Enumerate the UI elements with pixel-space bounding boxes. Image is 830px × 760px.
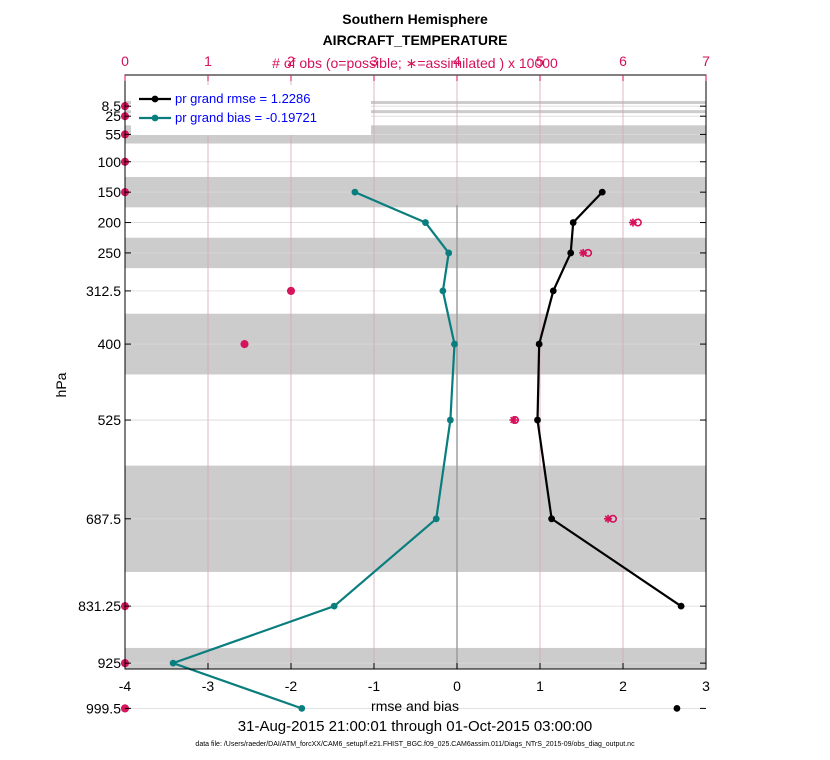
y-tick-label: 100 [98, 154, 122, 170]
series-point-rmse [677, 602, 685, 610]
date-range-text: 31-Aug-2015 21:00:01 through 01-Oct-2015… [238, 718, 592, 735]
obs-assimilated-marker [240, 340, 249, 349]
legend: pr grand rmse = 1.2286 pr grand bias = -0… [131, 85, 371, 135]
shaded-bands [125, 101, 706, 669]
obs-assimilated-marker [604, 514, 613, 523]
top-tick-label: 4 [453, 53, 461, 69]
obs-star-stroke [287, 287, 295, 295]
legend-label: pr grand rmse = 1.2286 [175, 91, 311, 106]
chart-title-line2: AIRCRAFT_TEMPERATURE [323, 32, 508, 48]
series-point-bias [330, 602, 338, 610]
series-point-bias [422, 219, 429, 226]
y-tick-label: 55 [105, 126, 121, 142]
top-axis-label: # of obs (o=possible; ∗=assimilated ) x … [272, 55, 558, 71]
obs-assimilated-marker [628, 218, 637, 227]
shaded-band [125, 101, 706, 105]
y-tick-label: 8.5 [102, 98, 122, 114]
top-tick-label: 3 [370, 53, 378, 69]
x-tick-label: -2 [285, 678, 298, 694]
plot-frame [124, 74, 707, 670]
x-tick-label: -1 [368, 678, 381, 694]
x-tick-label: 1 [536, 678, 544, 694]
y-tick-label: 25 [105, 108, 121, 124]
series-point-rmse [548, 515, 556, 523]
top-tick-label: 2 [287, 53, 295, 69]
y-tick-label: 525 [98, 412, 122, 428]
series-point-rmse [567, 249, 575, 257]
shaded-band [125, 647, 706, 669]
y-tick-label: 400 [98, 336, 122, 352]
legend-box [131, 85, 371, 135]
series-line-bias [169, 191, 456, 710]
obs-star-stroke [241, 340, 248, 348]
series-point-rmse [569, 219, 577, 226]
data-file-text: data file: /Users/raeder/DAI/ATM_forcXX/… [195, 741, 635, 748]
legend-swatch-marker [151, 114, 159, 122]
series-point-bias [445, 249, 453, 257]
top-tick-label: 0 [121, 53, 129, 69]
y-tick-label: 999.5 [86, 700, 121, 716]
x-tick-label: 2 [619, 678, 627, 694]
series-point-rmse [534, 416, 541, 424]
y-tick-label: 312.5 [86, 283, 121, 299]
shaded-band [125, 110, 706, 114]
legend-swatch-marker [151, 95, 159, 103]
obs-star-stroke [629, 219, 637, 226]
tick-labels: -4 -3 -2 -1 0 1 2 3 0 1 2 3 4 5 6 7 8.525 55 100 150 200 250 3… [78, 53, 710, 716]
top-tick-label: 7 [702, 53, 710, 69]
obs-star-stroke [579, 249, 587, 257]
x-tick-label: 0 [453, 678, 461, 694]
series-point-bias [298, 704, 306, 712]
y-tick-label: 250 [98, 245, 122, 261]
y-tick-label: 831.25 [78, 598, 121, 614]
series-point-rmse [549, 287, 557, 295]
x-tick-label: 3 [702, 678, 710, 694]
top-tick-label: 1 [204, 53, 212, 69]
y-tick-label: 925 [98, 655, 122, 671]
series-point-bias [446, 416, 454, 424]
series-point-bias [451, 340, 458, 348]
series-point-bias [432, 515, 440, 523]
top-tick-label: 5 [536, 53, 544, 69]
y-tick-label: 150 [98, 184, 122, 200]
obs-star-stroke [604, 515, 612, 523]
grid-lines [124, 75, 707, 709]
series-point-rmse [673, 704, 681, 712]
chart-title-line1: Southern Hemisphere [342, 11, 488, 27]
y-axis-label: hPa [53, 372, 69, 397]
series-point-rmse [598, 188, 606, 196]
series-point-bias [439, 287, 447, 295]
series-point-rmse [535, 340, 543, 348]
legend-label: pr grand bias = -0.19721 [175, 110, 317, 125]
series-point-bias [351, 188, 359, 196]
x-tick-label: -4 [119, 678, 132, 694]
obs-assimilated-marker [579, 248, 588, 257]
obs-assimilated-marker [287, 286, 295, 295]
obs-star-stroke [510, 416, 517, 424]
x-tick-label: -3 [202, 678, 215, 694]
series-line-rmse [536, 191, 682, 608]
top-tick-label: 6 [619, 53, 627, 69]
series-layer [169, 188, 685, 712]
x-axis-label: rmse and bias [371, 698, 459, 714]
y-tick-label: 687.5 [86, 511, 121, 527]
axes-frame [124, 74, 707, 709]
y-tick-label: 200 [98, 215, 122, 231]
series-point-bias [169, 659, 177, 667]
obs-assimilated-marker [509, 416, 518, 425]
